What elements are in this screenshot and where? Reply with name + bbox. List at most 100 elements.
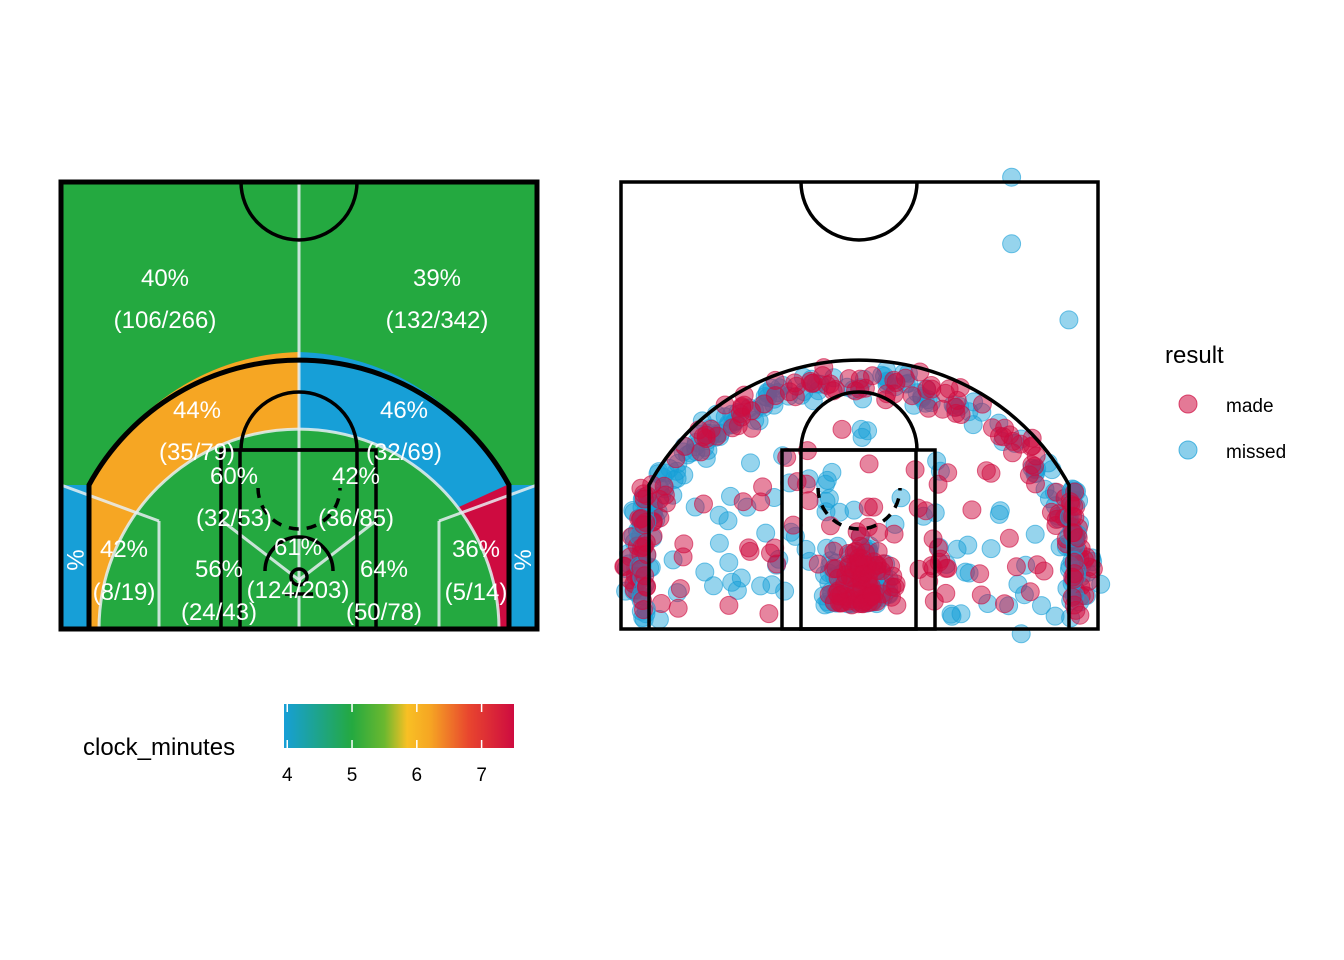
shot-point-missed <box>1025 524 1045 544</box>
shot-point-made <box>832 419 852 439</box>
zone-count-paint-left: (24/43) <box>181 599 257 626</box>
shot-point-made <box>887 595 907 615</box>
shot-point-made <box>668 598 688 618</box>
shot-point-made <box>1000 425 1020 445</box>
shot-point-made <box>1006 557 1026 577</box>
shot-point-made <box>936 583 956 603</box>
shot-point-made <box>928 474 948 494</box>
shot-point-made <box>733 492 753 512</box>
zone-count-mid-left-wing: (35/79) <box>159 439 235 466</box>
shot-chart-panel <box>614 167 1111 644</box>
shot-point-made <box>859 454 879 474</box>
zone-count-restricted: (124/203) <box>247 577 350 604</box>
shot-point-made <box>670 579 690 599</box>
shot-point-missed <box>817 470 837 490</box>
zone-pct-paint-left: 56% <box>195 556 243 583</box>
shot-point-missed <box>1032 596 1051 616</box>
shot-point-made <box>651 594 671 613</box>
court-lines-right <box>619 180 1100 631</box>
shot-point-missed <box>1045 606 1065 626</box>
zone-count-short-right: (36/85) <box>318 505 394 532</box>
shot-point-made <box>636 577 656 597</box>
shot-point-made <box>971 585 991 605</box>
zone-count-above-break-right: (132/342) <box>386 307 489 334</box>
shot-point-made <box>1020 582 1040 602</box>
shot-point-made <box>1063 567 1083 587</box>
shot-point-made <box>858 497 878 517</box>
corner-right-label: % <box>510 549 537 570</box>
shot-point-made <box>751 492 771 512</box>
court-lines-left <box>58 179 540 632</box>
zone-pct-mid-right-baseline: 36% <box>452 536 500 563</box>
corner-vertical-labels: % % <box>61 549 537 570</box>
shot-point-made <box>739 538 759 558</box>
legend-made-swatch <box>1178 394 1198 414</box>
zone-count-mid-right-wing: (32/69) <box>366 439 442 466</box>
shot-point-made <box>923 529 943 549</box>
zone-corner-right <box>507 485 537 629</box>
shot-point-missed <box>1002 234 1022 254</box>
shot-point-missed <box>981 539 1001 559</box>
shot-point-made <box>722 418 742 438</box>
shot-point-made <box>1022 455 1042 475</box>
shot-point-made <box>827 583 847 603</box>
shot-point-made <box>981 463 1001 483</box>
zone-count-above-break-left: (106/266) <box>114 307 217 334</box>
shot-point-missed <box>891 488 911 508</box>
shot-point-made <box>741 401 761 421</box>
shot-point-made <box>719 595 739 615</box>
result-legend: result made missed <box>1165 342 1286 463</box>
shot-point-made <box>881 556 901 576</box>
shot-point-missed <box>775 581 795 601</box>
shot-point-made <box>895 368 915 388</box>
shot-point-made <box>826 559 846 579</box>
legend-tick-label: 5 <box>347 765 358 786</box>
corner-left-label: % <box>61 549 88 570</box>
zone-pct-short-right: 42% <box>332 463 380 490</box>
shot-point-made <box>824 541 844 561</box>
zone-count-mid-right-baseline: (5/14) <box>445 579 508 606</box>
zone-pct-above-break-right: 39% <box>413 265 461 292</box>
color-legend-bar <box>284 704 514 748</box>
shot-point-made <box>1026 474 1045 494</box>
result-legend-title: result <box>1165 342 1224 369</box>
zone-count-mid-left-baseline: (8/19) <box>93 579 156 606</box>
shot-point-made <box>916 501 936 521</box>
shot-point-made <box>694 494 713 514</box>
shot-point-made <box>884 524 904 544</box>
legend-tick-label: 7 <box>476 765 487 786</box>
zone-count-short-left: (32/53) <box>196 505 272 532</box>
shot-point-made <box>850 379 870 399</box>
shot-point-made <box>995 594 1014 614</box>
shot-point-missed <box>719 553 739 572</box>
color-legend-title: clock_minutes <box>83 734 235 761</box>
color-legend: clock_minutes 4 5 6 7 <box>83 704 514 786</box>
shot-point-made <box>800 371 820 391</box>
shot-point-missed <box>851 419 871 439</box>
legend-tick-label: 4 <box>282 765 293 786</box>
shot-point-missed <box>756 523 776 543</box>
shot-point-made <box>785 373 805 393</box>
shot-point-made <box>693 427 713 447</box>
zone-pct-mid-right-wing: 46% <box>380 397 428 424</box>
shot-point-missed <box>704 576 723 596</box>
zone-labels: 40% (106/266) 39% (132/342) 44% (35/79) 46% (32… <box>93 265 508 626</box>
zone-count-paint-right: (50/78) <box>346 599 422 626</box>
shot-point-made <box>851 536 871 556</box>
shot-point-made <box>1034 561 1054 581</box>
shot-point-missed <box>819 488 839 508</box>
shot-point-missed <box>830 502 849 522</box>
zone-pct-above-break-left: 40% <box>141 265 189 292</box>
shot-point-missed <box>727 580 747 600</box>
shot-point-made <box>852 564 872 584</box>
zone-corner-left <box>61 485 91 629</box>
shot-point-made <box>1021 437 1041 457</box>
shot-point-missed <box>718 511 738 531</box>
shot-point-missed <box>741 453 760 473</box>
shot-point-made <box>947 390 967 410</box>
shot-point-made <box>1068 528 1088 548</box>
shot-point-made <box>1063 506 1083 526</box>
legend-tick-label: 6 <box>412 765 423 786</box>
shot-point-made <box>962 500 982 520</box>
